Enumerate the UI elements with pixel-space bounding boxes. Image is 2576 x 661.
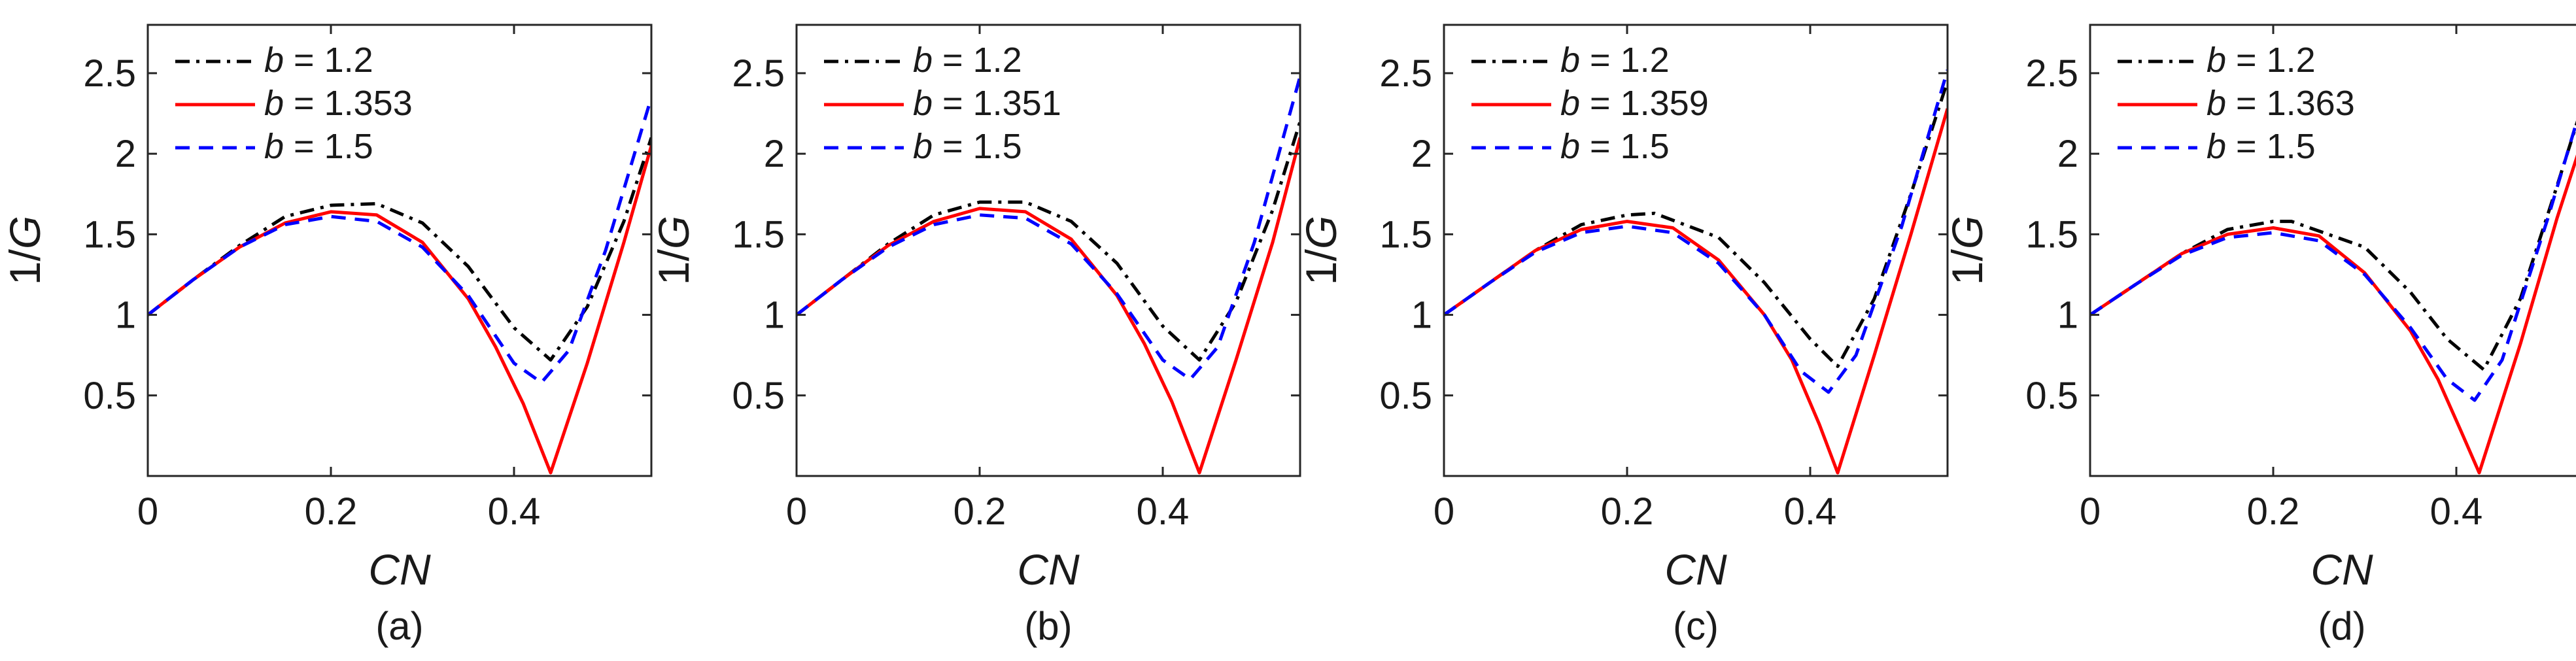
- legend-entry-1: b = 1.2: [2207, 41, 2316, 80]
- y-tick-label: 0.5: [1379, 375, 1432, 417]
- series-line-1: [2090, 120, 2576, 371]
- y-axis-label: 1/G: [1, 216, 49, 285]
- x-axis-label: CN: [2310, 545, 2373, 594]
- y-tick-label: 0.5: [2025, 375, 2078, 417]
- x-tick-label: 0.4: [1137, 490, 1190, 533]
- plot-frame: [146, 24, 653, 477]
- x-tick-label: 0.2: [953, 490, 1006, 533]
- panel-4: 0 0.2 0.4 0.5 1 1.5 2 2.5 CN 1/G (d) b = 1.2 b = 1.3…: [1943, 24, 2576, 648]
- panel-label: (d): [2318, 604, 2365, 648]
- legend-entry-1: b = 1.2: [913, 41, 1022, 80]
- legend-entry-3: b = 1.5: [264, 127, 373, 166]
- series-line-2: [797, 137, 1300, 475]
- legend-entry-3: b = 1.5: [913, 127, 1022, 166]
- x-tick-label: 0.4: [1784, 490, 1837, 533]
- series-line-3: [1444, 69, 1948, 394]
- y-tick-label: 2.5: [732, 52, 785, 95]
- legend-entry-1: b = 1.2: [1560, 41, 1670, 80]
- y-tick-label: 1: [764, 294, 785, 337]
- legend-entry-2: b = 1.351: [913, 84, 1061, 123]
- legend-entry-3: b = 1.5: [1560, 127, 1670, 166]
- y-tick-label: 1: [115, 294, 136, 337]
- x-axis-label: CN: [1664, 545, 1727, 594]
- panel-1: 0 0.2 0.4 0.5 1 1.5 2 2.5 CN 1/G (a) b = 1.2 b = 1.3…: [1, 24, 653, 648]
- panel-label: (a): [375, 604, 423, 648]
- legend-entry-3: b = 1.5: [2207, 127, 2316, 166]
- y-tick-label: 2.5: [2025, 52, 2078, 95]
- x-tick-label: 0.2: [305, 490, 358, 533]
- x-tick-label: 0.4: [488, 490, 541, 533]
- y-tick-label: 0.5: [732, 375, 785, 417]
- x-tick-label: 0: [137, 490, 158, 533]
- y-tick-label: 1: [2057, 294, 2078, 337]
- series-line-3: [797, 76, 1300, 381]
- x-axis-label: CN: [368, 545, 431, 594]
- y-tick-label: 2: [2057, 133, 2078, 175]
- legend-entry-2: b = 1.359: [1560, 84, 1709, 123]
- legend-entry-2: b = 1.353: [264, 84, 413, 123]
- x-tick-label: 0: [2080, 490, 2101, 533]
- panel-2: 0 0.2 0.4 0.5 1 1.5 2 2.5 CN 1/G (b) b = 1.2 b = 1.3…: [649, 24, 1301, 648]
- y-tick-label: 2.5: [83, 52, 136, 95]
- y-axis-label: 1/G: [1943, 216, 1991, 285]
- series-line-1: [148, 137, 651, 362]
- y-tick-label: 1.5: [2025, 213, 2078, 256]
- x-tick-label: 0.4: [2430, 490, 2483, 533]
- x-tick-label: 0: [1434, 490, 1454, 533]
- y-axis-label: 1/G: [1297, 216, 1345, 285]
- y-tick-label: 1.5: [1379, 213, 1432, 256]
- series-line-2: [2090, 154, 2576, 475]
- y-axis-label: 1/G: [649, 216, 698, 285]
- y-tick-label: 2: [1411, 133, 1432, 175]
- y-tick-label: 2: [764, 133, 785, 175]
- y-tick-label: 0.5: [83, 375, 136, 417]
- legend-entry-2: b = 1.363: [2207, 84, 2355, 123]
- series-line-1: [797, 121, 1300, 362]
- panel-label: (b): [1024, 604, 1072, 648]
- y-tick-label: 1: [1411, 294, 1432, 337]
- plot-frame: [2089, 24, 2576, 477]
- plot-frame: [795, 24, 1301, 477]
- y-tick-label: 1.5: [83, 213, 136, 256]
- series-line-3: [148, 97, 651, 384]
- series-line-2: [148, 145, 651, 475]
- panel-3: 0 0.2 0.4 0.5 1 1.5 2 2.5 CN 1/G (c) b = 1.2 b = 1.3…: [1297, 24, 1949, 648]
- series-line-1: [1444, 80, 1948, 368]
- y-tick-label: 1.5: [732, 213, 785, 256]
- x-tick-label: 0: [786, 490, 807, 533]
- legend-entry-1: b = 1.2: [264, 41, 373, 80]
- series-line-3: [2090, 118, 2576, 402]
- x-axis-label: CN: [1017, 545, 1080, 594]
- plot-frame: [1443, 24, 1949, 477]
- y-tick-label: 2: [115, 133, 136, 175]
- series-line-2: [1444, 108, 1948, 475]
- x-tick-label: 0.2: [2247, 490, 2300, 533]
- panel-label: (c): [1673, 604, 1719, 648]
- x-tick-label: 0.2: [1601, 490, 1654, 533]
- y-tick-label: 2.5: [1379, 52, 1432, 95]
